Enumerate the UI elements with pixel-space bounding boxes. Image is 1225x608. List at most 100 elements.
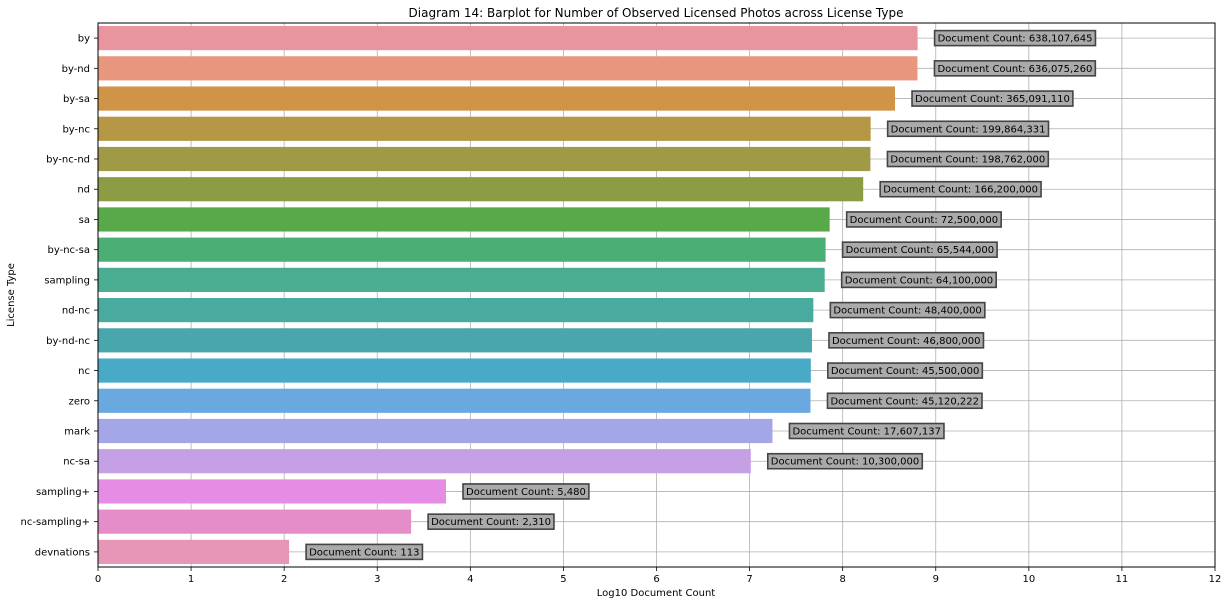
x-tick-label: 0 — [95, 574, 101, 585]
data-label-box — [827, 362, 984, 379]
y-axis-label: License Type — [6, 263, 17, 327]
data-label: Document Count: 5,480 — [462, 483, 590, 500]
data-label-text: Document Count: 46,800,000 — [832, 336, 981, 347]
y-tick-label: sampling — [44, 275, 90, 286]
bar-by — [98, 26, 918, 51]
x-tick-label: 1 — [188, 574, 194, 585]
data-label-text: Document Count: 10,300,000 — [771, 457, 920, 468]
y-tick-label: nc-sampling+ — [21, 517, 91, 528]
data-label-text: Document Count: 45,120,222 — [830, 396, 979, 407]
data-label: Document Count: 365,091,110 — [911, 90, 1074, 107]
y-tick-label: by — [78, 34, 90, 45]
data-label: Document Count: 636,075,260 — [933, 60, 1097, 77]
data-label: Document Count: 2,310 — [427, 513, 555, 530]
data-label-box — [845, 211, 1002, 228]
data-label-text: Document Count: 2,310 — [431, 517, 551, 528]
data-label: Document Count: 64,100,000 — [840, 271, 997, 289]
data-label-text: Document Count: 17,607,137 — [792, 427, 941, 438]
data-label: Document Count: 48,400,000 — [829, 301, 986, 319]
data-label-text: Document Count: 45,500,000 — [831, 366, 980, 377]
data-label-box — [828, 332, 985, 349]
data-label-text: Document Count: 638,107,645 — [938, 34, 1093, 45]
bars — [98, 26, 918, 564]
y-tick-label: nc-sa — [63, 457, 90, 468]
bar-mark — [98, 418, 773, 444]
bar-nc-sampling+ — [98, 509, 412, 534]
x-tick-label: 12 — [1209, 574, 1222, 585]
bar-by-nd — [98, 56, 918, 81]
y-tick-label: by-nc-nd — [46, 155, 90, 166]
chart-title: Diagram 14: Barplot for Number of Observ… — [409, 6, 904, 20]
y-tick-label: nd-nc — [62, 306, 90, 317]
data-label-text: Document Count: 113 — [309, 547, 419, 558]
x-axis-label: Log10 Document Count — [597, 588, 716, 599]
data-label-box — [829, 301, 986, 319]
y-tick-label: by-nd — [62, 64, 90, 75]
data-label: Document Count: 17,607,137 — [788, 422, 945, 440]
data-label-box — [462, 483, 590, 500]
data-label-box — [841, 241, 998, 258]
data-label-box — [305, 543, 424, 561]
data-label-box — [933, 60, 1097, 77]
data-label-box — [840, 271, 997, 289]
y-tick-label: by-nd-nc — [46, 336, 90, 347]
bar-nc-sa — [98, 449, 751, 474]
data-label-text: Document Count: 198,762,000 — [890, 155, 1045, 166]
data-label-box — [826, 392, 983, 410]
data-label-text: Document Count: 365,091,110 — [915, 94, 1070, 105]
x-tick-label: 6 — [653, 574, 659, 585]
x-tick-label: 2 — [281, 574, 287, 585]
y-tick-label: sampling+ — [36, 487, 90, 498]
y-tick-label: nc — [78, 366, 90, 377]
data-label-text: Document Count: 48,400,000 — [833, 306, 982, 317]
bar-by-nc — [98, 116, 871, 141]
x-tick-label: 8 — [839, 574, 845, 585]
bar-nd — [98, 177, 864, 202]
y-tick-label: zero — [69, 396, 90, 407]
x-tick-label: 7 — [746, 574, 752, 585]
x-tick-label: 3 — [374, 574, 380, 585]
data-label: Document Count: 166,200,000 — [879, 180, 1042, 198]
data-label-text: Document Count: 64,100,000 — [845, 275, 994, 286]
bar-sa — [98, 207, 830, 232]
y-tick-label: sa — [79, 215, 90, 226]
data-label: Document Count: 199,864,331 — [886, 120, 1050, 138]
x-tick-labels: 0 1 2 3 4 5 6 7 8 9 10 11 12 — [95, 567, 1222, 585]
data-label-box — [886, 120, 1050, 138]
x-tick-label: 11 — [1116, 574, 1129, 585]
bar-by-sa — [98, 86, 896, 111]
data-label-text: Document Count: 199,864,331 — [891, 124, 1046, 135]
data-label-box — [427, 513, 555, 530]
y-tick-label: by-nc-sa — [48, 245, 90, 256]
data-label-box — [879, 180, 1042, 198]
bar-sampling+ — [98, 479, 447, 504]
data-label-box — [933, 29, 1097, 47]
data-label: Document Count: 46,800,000 — [828, 332, 985, 349]
data-label-box — [788, 422, 945, 440]
data-label-text: Document Count: 65,544,000 — [846, 245, 995, 256]
x-tick-label: 9 — [933, 574, 939, 585]
data-label-text: Document Count: 636,075,260 — [937, 64, 1092, 75]
bar-by-nd-nc — [98, 328, 812, 353]
y-tick-label: nd — [77, 185, 90, 196]
y-tick-labels: by by-nd by-sa by-nc by-nc-nd nd sa by-nc-sa sam… — [21, 34, 98, 558]
plot-frame — [97, 22, 1216, 568]
bar-zero — [98, 388, 811, 413]
data-label-text: Document Count: 166,200,000 — [883, 185, 1038, 196]
bar-devnations — [98, 539, 290, 564]
data-label: Document Count: 113 — [305, 543, 424, 561]
data-label: Document Count: 10,300,000 — [766, 452, 924, 470]
data-label-box — [766, 452, 924, 470]
y-tick-label: by-sa — [63, 94, 90, 105]
x-tick-label: 10 — [1022, 574, 1035, 585]
data-label: Document Count: 45,120,222 — [826, 392, 983, 410]
data-label: Document Count: 72,500,000 — [845, 211, 1002, 228]
y-tick-label: devnations — [35, 547, 90, 558]
data-label: Document Count: 45,500,000 — [827, 362, 984, 379]
data-label: Document Count: 65,544,000 — [841, 241, 998, 258]
bar-by-nc-sa — [98, 237, 826, 262]
bar-by-nc-nd — [98, 146, 871, 172]
data-labels: Document Count: 638,107,645 Document Coun… — [305, 29, 1097, 561]
